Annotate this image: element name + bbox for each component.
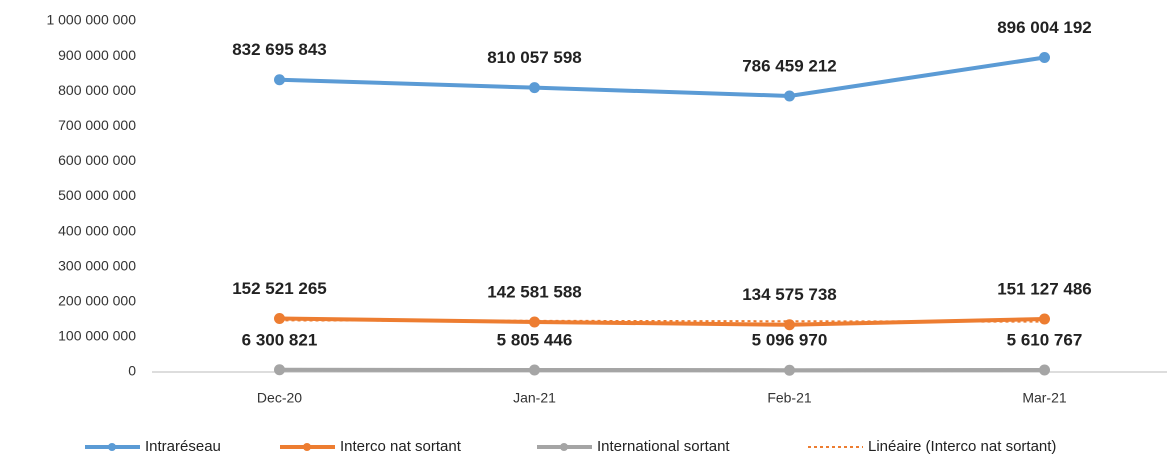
y-tick-label: 800 000 000 xyxy=(58,82,136,98)
data-label: 5 096 970 xyxy=(752,331,828,350)
trend-line xyxy=(279,319,1045,323)
point xyxy=(1039,313,1050,325)
legend-label: Interco nat sortant xyxy=(340,438,462,455)
legend-marker xyxy=(108,443,116,451)
data-label: 786 459 212 xyxy=(742,56,837,75)
y-tick-label: 600 000 000 xyxy=(58,152,136,168)
y-tick-label: 300 000 000 xyxy=(58,257,136,273)
x-tick-label: Mar-21 xyxy=(1022,390,1067,406)
y-tick-label: 900 000 000 xyxy=(58,47,136,63)
data-label: 152 521 265 xyxy=(232,279,327,298)
x-tick-label: Feb-21 xyxy=(767,390,812,406)
y-tick-label: 500 000 000 xyxy=(58,187,136,203)
data-label: 5 610 767 xyxy=(1007,331,1083,350)
point xyxy=(784,364,795,376)
data-label: 134 575 738 xyxy=(742,285,837,304)
point xyxy=(529,316,540,328)
y-tick-label: 700 000 000 xyxy=(58,117,136,133)
series-line xyxy=(279,55,1045,98)
y-tick-label: 0 xyxy=(128,363,136,379)
point xyxy=(1039,52,1050,64)
legend-label: Intraréseau xyxy=(145,438,221,455)
data-label: 5 805 446 xyxy=(497,330,573,349)
point xyxy=(1039,364,1050,376)
data-label: 832 695 843 xyxy=(232,40,327,59)
data-label: 810 057 598 xyxy=(487,48,582,67)
point xyxy=(784,90,795,102)
legend-label: International sortant xyxy=(597,438,730,455)
data-label: 6 300 821 xyxy=(242,330,318,349)
y-tick-label: 400 000 000 xyxy=(58,222,136,238)
data-label: 151 127 486 xyxy=(997,279,1092,298)
point xyxy=(529,364,540,376)
y-tick-label: 1 000 000 000 xyxy=(46,12,136,28)
x-tick-label: Jan-21 xyxy=(513,390,556,406)
x-tick-label: Dec-20 xyxy=(257,390,302,406)
data-label: 896 004 192 xyxy=(997,18,1092,37)
legend-marker xyxy=(303,443,311,451)
point xyxy=(274,364,285,376)
y-tick-label: 200 000 000 xyxy=(58,293,136,309)
y-tick-label: 100 000 000 xyxy=(58,328,136,344)
legend-label: Linéaire (Interco nat sortant) xyxy=(868,438,1056,455)
point xyxy=(274,312,285,324)
data-label: 142 581 588 xyxy=(487,282,582,301)
legend-marker xyxy=(560,443,568,451)
point xyxy=(529,82,540,94)
point xyxy=(274,74,285,86)
